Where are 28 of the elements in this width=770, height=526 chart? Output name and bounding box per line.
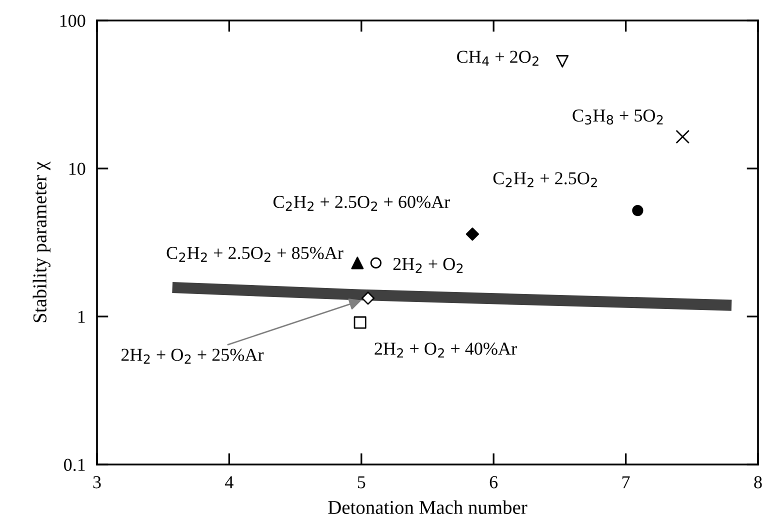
- point: [361, 292, 375, 305]
- x-tick-label: 6: [490, 476, 498, 488]
- point: [370, 257, 382, 269]
- y-tick-label: 1: [78, 310, 85, 323]
- y-axis-title: Stability parameter χ: [32, 162, 50, 322]
- x-tick-label: 5: [358, 476, 366, 488]
- point: [351, 256, 364, 270]
- y-tick-label: 100: [60, 14, 86, 27]
- series-label: C$_{2}$H$_{2}$ + 2.5O$_{2}$ + 85%Ar: [166, 246, 344, 262]
- point: [676, 130, 690, 144]
- series-label: 2H$_{2}$ + O$_{2}$ + 40%Ar: [374, 342, 517, 358]
- x-tick-label: 4: [225, 476, 234, 488]
- point: [466, 228, 480, 241]
- x-axis-title: Detonation Mach number: [328, 500, 528, 514]
- point: [632, 204, 644, 216]
- annotation: 2H$_{2}$ + O$_{2}$ + 25%Ar: [121, 348, 264, 364]
- series-label: C$_{3}$H$_{8}$ + 5O$_{2}$: [572, 110, 663, 125]
- series-label: C$_{2}$H$_{2}$ + 2.5O$_{2}$ + 60%Ar: [273, 196, 450, 211]
- x-tick-label: 7: [622, 476, 630, 488]
- point: [354, 316, 366, 329]
- x-tick-label: 8: [754, 476, 762, 488]
- y-tick-label: 10: [69, 162, 86, 175]
- point: [556, 55, 569, 68]
- text: C$_{2}$H$_{2}$ + 2.5O$_{2}$: [493, 172, 597, 188]
- legend-label: CH$_{4}$ + 2O$_{2}$: [457, 50, 538, 66]
- y-tick-label: 0.1: [64, 458, 85, 472]
- x-tick-label: 3: [93, 476, 101, 488]
- series-label: 2H$_{2}$ + O$_{2}$: [393, 258, 463, 273]
